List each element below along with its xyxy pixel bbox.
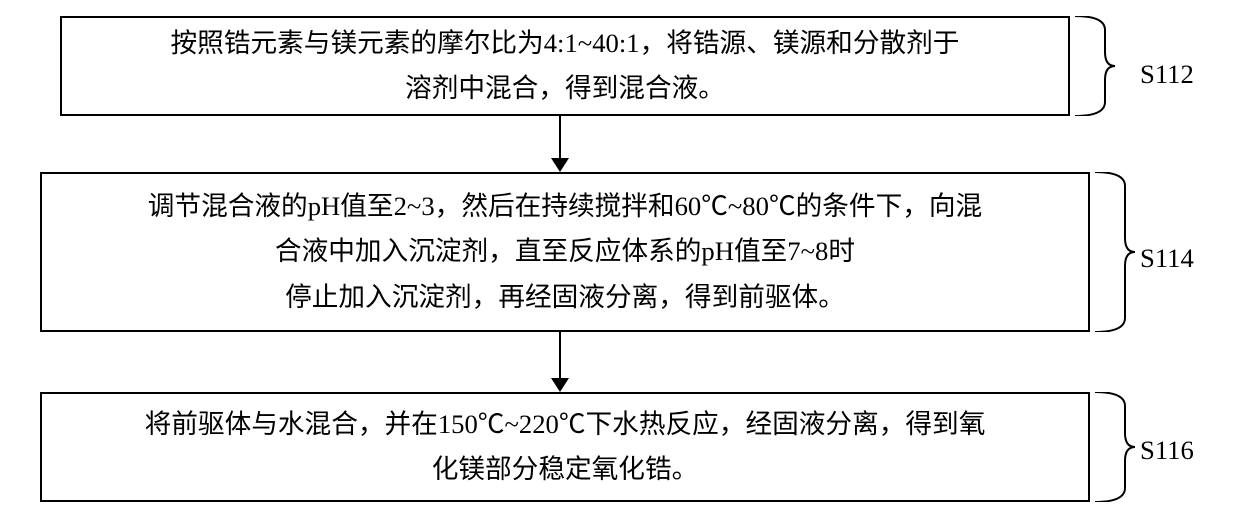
step-box-s112: 按照锆元素与镁元素的摩尔比为4:1~40:1，将锆源、镁源和分散剂于 溶剂中混合… — [60, 16, 1070, 116]
brace-s114 — [1095, 172, 1135, 332]
step-box-s114: 调节混合液的pH值至2~3，然后在持续搅拌和60℃~80℃的条件下，向混 合液中… — [40, 172, 1090, 332]
arrow-s112-s114 — [551, 116, 569, 172]
step-label-s116: S116 — [1140, 428, 1194, 473]
flowchart-canvas: 按照锆元素与镁元素的摩尔比为4:1~40:1，将锆源、镁源和分散剂于 溶剂中混合… — [0, 0, 1240, 531]
step-text-s114: 调节混合液的pH值至2~3，然后在持续搅拌和60℃~80℃的条件下，向混 合液中… — [148, 184, 982, 320]
arrow-s114-s116 — [551, 332, 569, 392]
step-text-s116: 将前驱体与水混合，并在150℃~220℃下水热反应，经固液分离，得到氧 化镁部分… — [145, 402, 986, 493]
step-label-s114: S114 — [1140, 236, 1194, 281]
brace-s116 — [1095, 392, 1135, 502]
step-text-s112: 按照锆元素与镁元素的摩尔比为4:1~40:1，将锆源、镁源和分散剂于 溶剂中混合… — [171, 21, 960, 112]
step-label-s112: S112 — [1140, 52, 1194, 97]
step-box-s116: 将前驱体与水混合，并在150℃~220℃下水热反应，经固液分离，得到氧 化镁部分… — [40, 392, 1090, 502]
brace-s112 — [1075, 16, 1115, 116]
